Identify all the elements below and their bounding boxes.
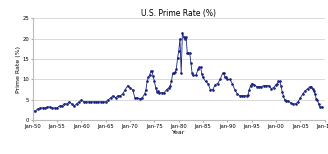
Y-axis label: Prime Rate (%): Prime Rate (%) — [16, 46, 21, 93]
X-axis label: Year: Year — [172, 130, 185, 135]
Title: U.S. Prime Rate (%): U.S. Prime Rate (%) — [141, 9, 216, 18]
